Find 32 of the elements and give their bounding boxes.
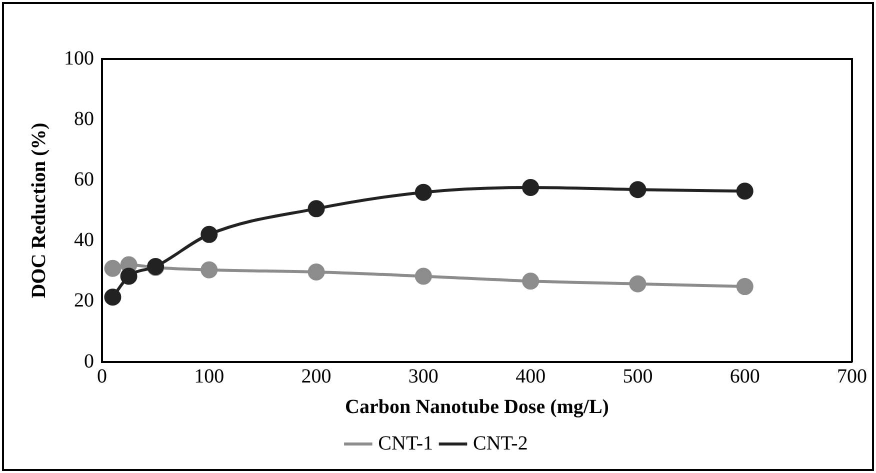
point	[522, 272, 540, 290]
point	[629, 275, 646, 292]
y-tick-label: 80	[74, 108, 94, 130]
point	[104, 288, 122, 306]
y-tick-label: 100	[64, 47, 94, 70]
y-tick-label: 20	[74, 290, 94, 312]
y-tick-label: 40	[74, 229, 94, 252]
y-tick-label: 0	[84, 350, 94, 372]
point	[736, 278, 754, 296]
point	[308, 200, 325, 218]
x-tick-label: 300	[408, 365, 438, 388]
point	[120, 268, 138, 285]
x-tick-label: 100	[194, 365, 224, 388]
point	[104, 260, 122, 277]
y-tick-label: 60	[74, 168, 94, 190]
x-tick-label: 200	[301, 365, 332, 388]
point	[522, 178, 540, 196]
point	[414, 184, 432, 201]
x-tick-label: 700	[837, 365, 867, 388]
x-tick-label: 400	[516, 365, 546, 388]
point	[629, 181, 646, 198]
point	[200, 226, 218, 243]
x-tick-label: 600	[730, 365, 760, 388]
x-tick-label: 500	[622, 365, 653, 388]
point	[308, 264, 325, 281]
point	[736, 182, 754, 200]
y-axis-title: DOC Reduction (%)	[28, 122, 50, 298]
point	[414, 268, 432, 285]
legend-label: CNT-1	[378, 432, 434, 454]
point	[200, 261, 218, 278]
legend-label: CNT-2	[473, 432, 528, 454]
x-axis-title: Carbon Nanotube Dose (mg/L)	[345, 396, 609, 418]
